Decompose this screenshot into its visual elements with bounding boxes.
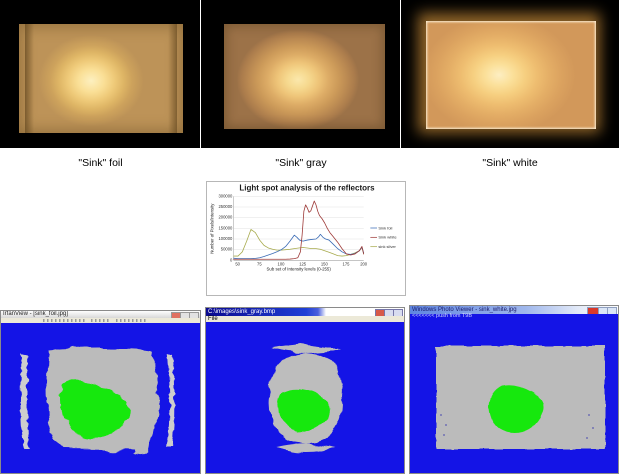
svg-text:150000: 150000: [218, 225, 233, 230]
svg-text:75: 75: [257, 261, 262, 266]
svg-text:0: 0: [230, 257, 233, 262]
svg-text:125: 125: [299, 261, 307, 266]
svg-text:100: 100: [278, 261, 286, 266]
svg-text:175: 175: [343, 261, 351, 266]
svg-text:250000: 250000: [218, 204, 233, 209]
svg-text:200000: 200000: [218, 215, 233, 220]
svg-text:Sink foil: Sink foil: [378, 225, 392, 230]
svg-text:200: 200: [360, 261, 368, 266]
svg-text:sink silver: sink silver: [378, 244, 396, 249]
svg-text:50000: 50000: [221, 247, 233, 252]
svg-text:150: 150: [321, 261, 329, 266]
svg-text:Number of Pixels/Intensity: Number of Pixels/Intensity: [210, 203, 215, 254]
svg-text:Light spot analysis of the ref: Light spot analysis of the reflectors: [239, 184, 375, 193]
svg-text:Sub set of Intensity levels (0: Sub set of Intensity levels (0-255): [267, 267, 332, 272]
svg-text:100000: 100000: [218, 236, 233, 241]
svg-text:Sink white: Sink white: [378, 235, 397, 240]
svg-text:300000: 300000: [218, 193, 233, 198]
svg-text:50: 50: [235, 261, 240, 266]
